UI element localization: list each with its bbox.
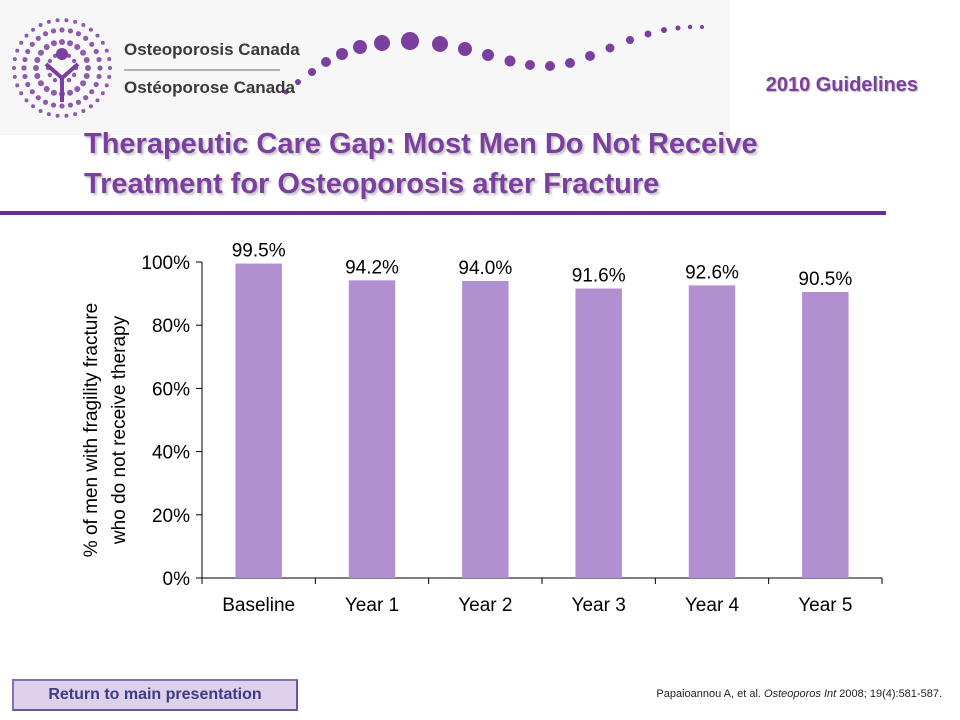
x-axis: Baseline Year 1 Year 2 Year 3 Year 4 Year 5 bbox=[201, 577, 883, 616]
y-tick-label: 0% bbox=[163, 569, 191, 590]
citation: Papaioannou A, et al. Osteoporos Int 200… bbox=[656, 688, 942, 700]
wave-dots-decoration bbox=[283, 24, 704, 95]
slide-title: Therapeutic Care Gap: Most Men Do Not Re… bbox=[84, 128, 758, 200]
citation-journal: Osteoporos Int bbox=[764, 688, 837, 700]
citation-authors: Papaioannou A, et al. bbox=[656, 688, 761, 700]
y-axis: 0% 20% 40% 60% 80% 100% bbox=[141, 253, 203, 590]
citation-details: 2008; 19(4):581-587. bbox=[839, 688, 942, 700]
y-axis-label-line1: % of men with fragility fracture bbox=[81, 303, 102, 557]
return-to-main-button[interactable]: Return to main presentation bbox=[12, 679, 298, 711]
data-label: 90.5% bbox=[798, 269, 852, 290]
data-label: 94.0% bbox=[458, 258, 512, 279]
bar bbox=[462, 280, 509, 578]
y-tick-label: 20% bbox=[152, 506, 190, 527]
bar bbox=[802, 292, 849, 578]
bar bbox=[575, 288, 622, 578]
y-tick-label: 80% bbox=[152, 316, 190, 337]
y-tick-label: 40% bbox=[152, 443, 190, 464]
y-axis-label: % of men with fragility fracture who do n… bbox=[81, 303, 130, 557]
guidelines-label: 2010 Guidelines bbox=[765, 74, 918, 96]
y-tick-label: 60% bbox=[152, 379, 190, 400]
bar bbox=[235, 263, 282, 578]
y-tick-label: 100% bbox=[141, 253, 190, 274]
data-label: 91.6% bbox=[572, 266, 626, 287]
data-label: 94.2% bbox=[345, 257, 399, 278]
data-label: 92.6% bbox=[685, 262, 739, 283]
logo-mark-icon bbox=[12, 18, 112, 118]
bar bbox=[688, 285, 736, 578]
y-axis-label-line2: who do not receive therapy bbox=[109, 315, 130, 545]
x-category-label: Baseline bbox=[222, 595, 295, 616]
bar bbox=[348, 280, 396, 578]
logo-name-en: Osteoporosis Canada bbox=[124, 40, 300, 59]
logo-dots-graphic bbox=[12, 18, 704, 118]
x-category-label: Year 3 bbox=[572, 595, 626, 616]
x-category-label: Year 2 bbox=[458, 595, 512, 616]
title-divider bbox=[0, 211, 886, 215]
x-category-label: Year 4 bbox=[685, 595, 740, 616]
bar-series: 99.5% 94.2% 94.0% 91.6% 92.6% 90.5% bbox=[232, 241, 852, 578]
x-category-label: Year 5 bbox=[798, 595, 852, 616]
osteoporosis-canada-logo: Osteoporosis Canada Ostéoporose Canada bbox=[0, 0, 730, 135]
logo-name-fr: Ostéoporose Canada bbox=[124, 78, 295, 97]
data-label: 99.5% bbox=[232, 241, 286, 262]
x-category-label: Year 1 bbox=[345, 595, 399, 616]
